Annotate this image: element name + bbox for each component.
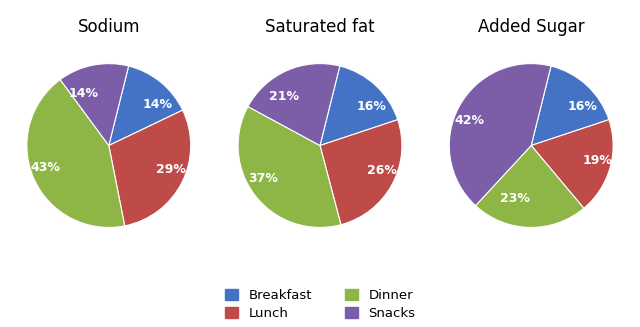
Wedge shape (320, 66, 397, 146)
Wedge shape (531, 66, 609, 146)
Text: 29%: 29% (156, 163, 186, 176)
Text: 26%: 26% (367, 164, 397, 177)
Text: 42%: 42% (454, 114, 484, 127)
Text: 23%: 23% (500, 192, 530, 205)
Wedge shape (109, 66, 182, 146)
Text: 37%: 37% (248, 172, 278, 185)
Title: Sodium: Sodium (77, 18, 140, 36)
Wedge shape (109, 110, 191, 226)
Wedge shape (60, 63, 129, 146)
Wedge shape (238, 107, 341, 228)
Text: 43%: 43% (30, 161, 60, 174)
Text: 21%: 21% (269, 90, 298, 103)
Text: 19%: 19% (582, 153, 612, 166)
Wedge shape (320, 120, 402, 225)
Wedge shape (248, 63, 340, 146)
Title: Added Sugar: Added Sugar (478, 18, 584, 36)
Legend: Breakfast, Lunch, Dinner, Snacks: Breakfast, Lunch, Dinner, Snacks (225, 289, 415, 320)
Wedge shape (449, 63, 551, 206)
Wedge shape (476, 146, 584, 228)
Text: 14%: 14% (143, 98, 172, 111)
Title: Saturated fat: Saturated fat (265, 18, 375, 36)
Wedge shape (27, 79, 125, 228)
Text: 14%: 14% (68, 87, 99, 100)
Text: 16%: 16% (356, 100, 386, 113)
Wedge shape (531, 120, 613, 208)
Text: 16%: 16% (568, 100, 597, 113)
